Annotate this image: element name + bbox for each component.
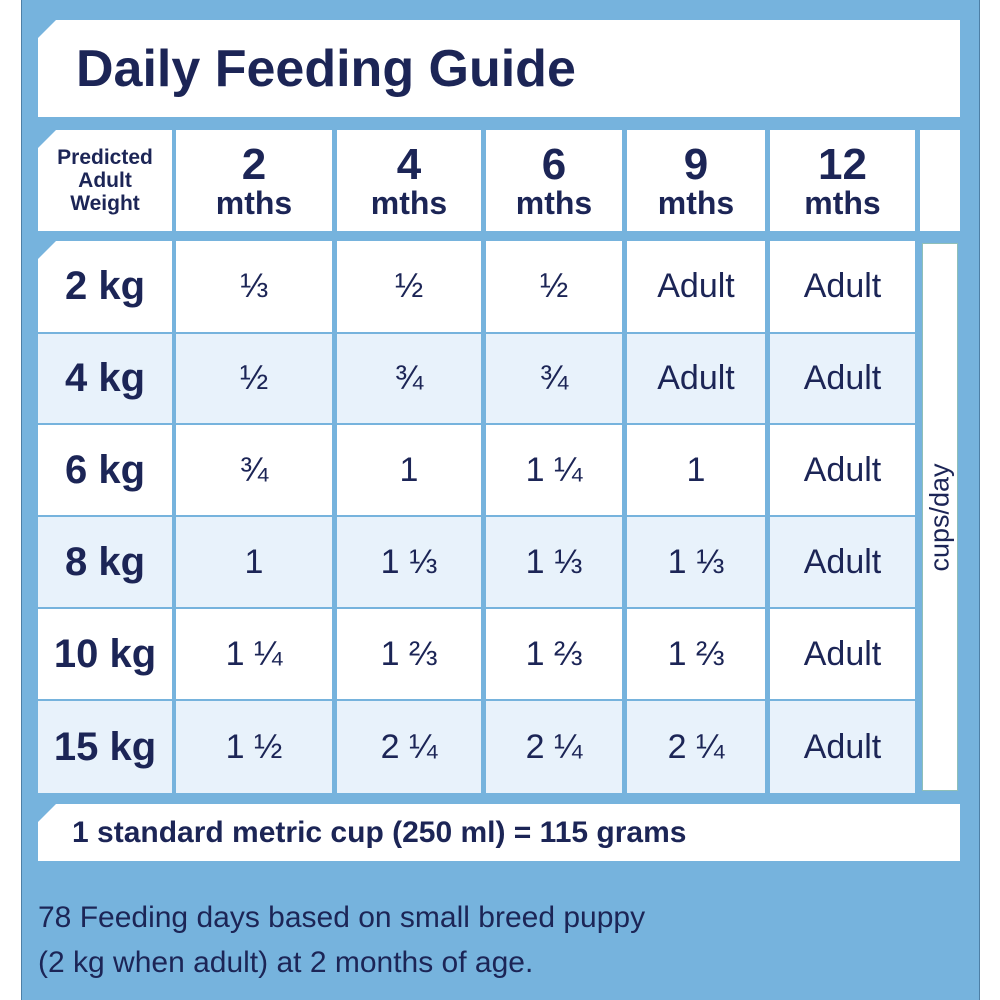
page-title: Daily Feeding Guide [38,20,960,117]
header-age-4: 4 mths [337,130,481,231]
header-age-2: 2 mths [176,130,332,231]
age-unit: mths [657,184,735,221]
unit-label: cups/day [922,243,958,791]
cell-value: Adult [657,267,735,305]
cell-value: 1 ⅓ [667,542,725,581]
table-cell: 1 ⅔ [337,609,481,699]
note-line: (2 kg when adult) at 2 months of age. [38,946,534,979]
header-age-9: 9 mths [627,130,765,231]
table-cell: ½ [176,334,332,423]
cell-value: ¾ [239,450,269,489]
age-number: 4 [396,139,422,189]
feeding-days-note: 78 Feeding days based on small breed pup… [38,895,645,985]
table-cell: 1 ⅓ [627,517,765,607]
age-unit: mths [515,184,593,221]
cups-per-day-label: cups/day [924,462,955,572]
table-cell: Adult [627,241,765,332]
table-cell: ⅓ [176,241,332,332]
table-cell: Adult [770,425,915,515]
row-weight: 15 kg [38,701,172,793]
cell-value: ⅓ [239,267,269,305]
weight-label: 6 kg [64,447,146,492]
cell-value: Adult [803,727,882,766]
cell-value: Adult [803,267,882,305]
cell-value: ½ [539,267,569,305]
cell-value: Adult [803,359,882,397]
cell-value: Adult [803,542,882,581]
header-age-6: 6 mths [486,130,622,231]
table-cell: Adult [770,517,915,607]
cell-value: Adult [803,634,882,673]
header-weight-label: Predicted Adult Weight [38,130,172,231]
cup-conversion-note: 1 standard metric cup (250 ml) = 115 gra… [38,804,960,861]
cell-value: 1 ⅓ [380,542,438,581]
cell-value: 2 ¼ [380,727,438,766]
age-unit: mths [370,184,448,221]
age-number: 12 [818,139,867,189]
table-cell: 2 ¼ [627,701,765,793]
table-cell: 1 [176,517,332,607]
table-cell: ¾ [337,334,481,423]
header-blank [920,130,960,231]
row-weight: 2 kg [38,241,172,332]
table-cell: 2 ¼ [486,701,622,793]
age-unit: mths [804,184,881,221]
table-cell: 1 [627,425,765,515]
table-cell: ½ [486,241,622,332]
table-cell: Adult [770,701,915,793]
cell-value: ½ [239,359,269,397]
table-cell: ¾ [176,425,332,515]
cell-value: 1 [399,450,419,489]
cell-value: 2 ¼ [525,727,583,766]
table-cell: ¾ [486,334,622,423]
age-number: 9 [683,139,709,189]
cell-value: 1 [244,542,264,581]
table-cell: 1 ⅔ [486,609,622,699]
table-cell: Adult [770,241,915,332]
age-unit: mths [215,184,293,221]
cell-value: Adult [803,450,882,489]
cell-value: 1 ¼ [225,634,283,673]
cell-value: ¾ [539,359,569,397]
row-weight: 6 kg [38,425,172,515]
cell-value: 2 ¼ [667,727,725,766]
row-weight: 4 kg [38,334,172,423]
cell-value: ½ [394,267,424,305]
header-age-12: 12 mths [770,130,915,231]
cell-value: 1 [686,450,706,489]
weight-label: 4 kg [64,356,146,400]
weight-label: 2 kg [64,264,146,308]
table-cell: 1 [337,425,481,515]
row-weight: 8 kg [38,517,172,607]
note-line: 78 Feeding days based on small breed pup… [38,901,646,934]
cell-value: 1 ¼ [525,450,583,489]
header-label-line: Adult [78,168,132,192]
table-cell: Adult [770,609,915,699]
header-label-line: Weight [70,192,140,216]
cell-value: Adult [657,359,735,397]
table-cell: 1 ⅓ [486,517,622,607]
header-label-line: Predicted [57,145,153,169]
table-cell: 1 ⅔ [627,609,765,699]
weight-label: 10 kg [53,631,157,676]
age-number: 2 [241,139,267,189]
cell-value: 1 ⅔ [380,634,438,673]
table-cell: 1 ¼ [176,609,332,699]
weight-label: 8 kg [64,539,146,584]
cell-value: ¾ [394,359,424,397]
age-number: 6 [541,139,567,189]
table-cell: 1 ¼ [486,425,622,515]
cell-value: 1 ⅓ [525,542,583,581]
table-cell: Adult [770,334,915,423]
table-cell: 2 ¼ [337,701,481,793]
table-cell: 1 ⅓ [337,517,481,607]
table-cell: Adult [627,334,765,423]
cell-value: 1 ⅔ [525,634,583,673]
cell-value: 1 ⅔ [667,634,725,673]
row-weight: 10 kg [38,609,172,699]
table-cell: ½ [337,241,481,332]
cell-value: 1 ½ [225,727,283,766]
table-cell: 1 ½ [176,701,332,793]
weight-label: 15 kg [53,724,157,769]
